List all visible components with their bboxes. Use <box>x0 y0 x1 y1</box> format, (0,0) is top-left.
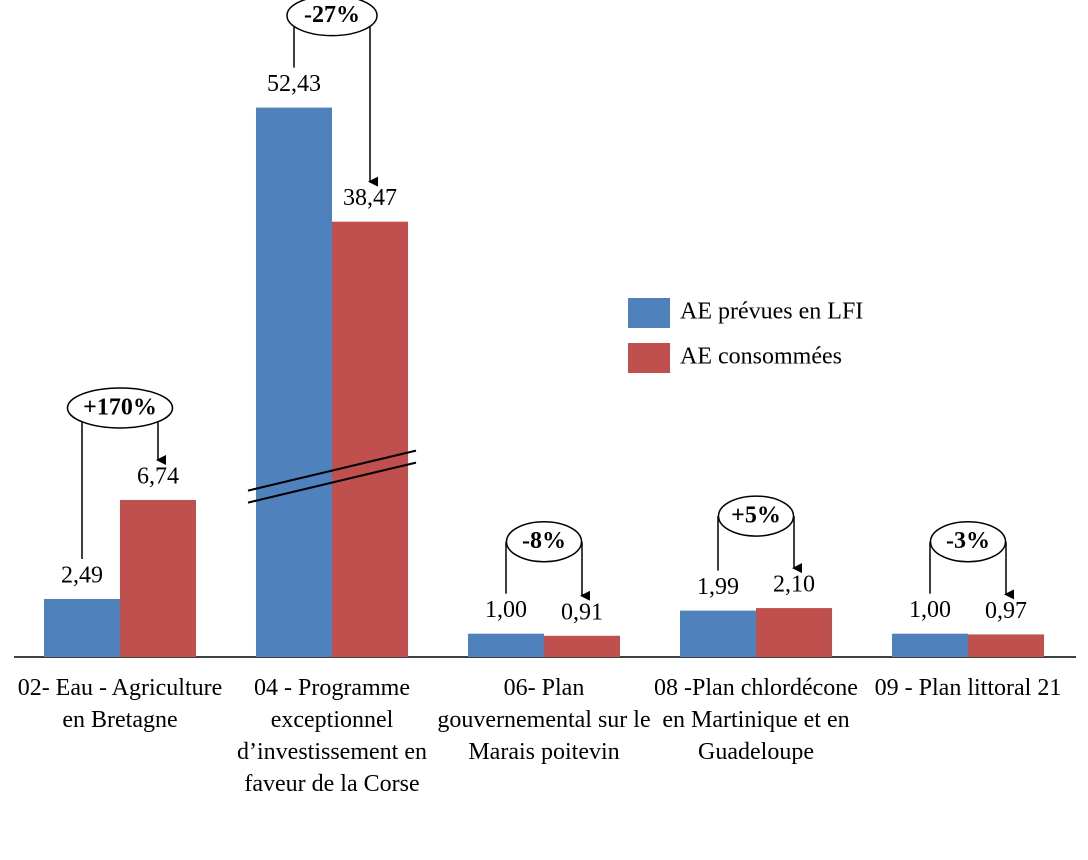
annotation: -3% <box>946 528 990 554</box>
annotation-bubble <box>717 495 795 537</box>
bar <box>120 499 196 657</box>
value-label: 1,99 <box>697 574 739 600</box>
value-label: 2,49 <box>61 562 103 588</box>
bar <box>256 107 332 657</box>
legend-swatch <box>628 298 670 328</box>
bar <box>44 598 120 657</box>
value-label: 1,00 <box>485 597 527 623</box>
legend-swatch <box>628 343 670 373</box>
annotation-bubble <box>505 520 583 563</box>
value-label: 0,97 <box>985 598 1027 624</box>
value-label: 6,74 <box>137 463 179 489</box>
annotation: +170% <box>83 394 157 420</box>
value-label: 52,43 <box>267 71 321 97</box>
legend-label: AE consommées <box>680 344 842 370</box>
annotation: +5% <box>731 503 781 529</box>
annotation-bubble <box>286 0 378 37</box>
bar <box>468 633 544 657</box>
x-tick-label: 09 - Plan littoral 21 <box>874 675 1062 701</box>
annotation-bubble <box>66 387 174 429</box>
annotation: -8% <box>522 528 566 554</box>
value-label: 38,47 <box>343 185 397 211</box>
x-tick-label: 02- Eau - Agriculture en Bretagne <box>17 675 223 733</box>
x-tick-label: 04 - Programme exceptionnel d’investisse… <box>237 675 427 797</box>
bar <box>756 608 832 657</box>
bar <box>892 633 968 657</box>
legend-label: AE prévues en LFI <box>680 299 863 325</box>
x-tick-label: 08 -Plan chlordécone en Martinique et en… <box>654 675 858 765</box>
bar <box>680 610 756 657</box>
value-label: 0,91 <box>561 599 603 625</box>
bar <box>544 635 620 657</box>
value-label: 2,10 <box>773 572 815 598</box>
x-tick-label: 06- Plan gouvernemental sur le Marais po… <box>437 675 651 765</box>
bar <box>968 634 1044 657</box>
value-label: 1,00 <box>909 597 951 623</box>
axis-break <box>247 449 417 492</box>
annotation: -27% <box>304 2 360 28</box>
bar <box>332 221 408 657</box>
annotation-bubble <box>929 520 1007 563</box>
axis-break <box>247 461 417 504</box>
